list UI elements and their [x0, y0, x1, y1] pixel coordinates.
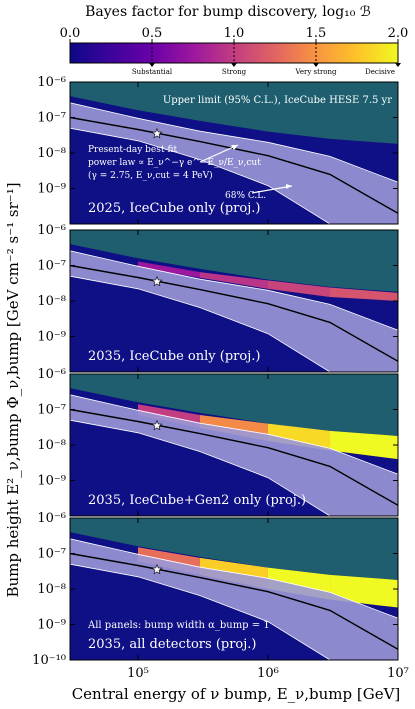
panel-annotation: (γ = 2.75, E_ν,cut = 4 PeV) [88, 170, 213, 181]
y-tick-label: 10⁻⁹ [37, 330, 66, 345]
y-tick-label: 10⁻⁸ [37, 146, 66, 161]
best-fit-point-star [151, 563, 163, 575]
ci68-band [70, 102, 398, 224]
panel-annotation: 68% C.L. [225, 191, 266, 201]
best-fit-line [70, 552, 398, 650]
colorbar-category-marker [149, 63, 155, 67]
colorbar-tick-label: 1.5 [306, 26, 327, 41]
y-tick-label: 10⁻⁷ [37, 403, 66, 418]
bayes-region-segment [137, 261, 201, 278]
bayes-region-segment [267, 423, 331, 451]
panel-annotation: Upper limit (95% C.L.), IceCube HESE 7.5… [163, 95, 392, 106]
best-fit-point-star [151, 127, 163, 139]
y-tick-label: 10⁻⁹ [37, 474, 66, 489]
colorbar-tick-label: 1.0 [224, 26, 245, 41]
panel-annotation: Present-day best-fit [88, 145, 178, 155]
x-tick-labels: 10⁵ 10⁶ 10⁷ [127, 666, 409, 681]
y-tick-label: 10⁻⁷ [37, 547, 66, 562]
colorbar-tick-label: 2.0 [388, 26, 409, 41]
colorbar-tick-label: 0.5 [142, 26, 163, 41]
panel-label: 2035, IceCube+Gen2 only (proj.) [88, 493, 306, 508]
colorbar-category-label: Strong [222, 68, 247, 76]
y-tick-label: 10⁻⁹ [37, 618, 66, 633]
x-tick-label: 10⁶ [257, 666, 279, 681]
panel-1: 10⁻⁶ 10⁻⁷ 10⁻⁸ 10⁻⁹ 2025, IceCube only (proj… [37, 75, 399, 225]
y-tick-label: 10⁻¹⁰ [32, 653, 66, 668]
y-tick-label: 10⁻⁶ [37, 367, 66, 382]
colorbar-category-marker [395, 63, 401, 67]
x-tick-label: 10⁷ [387, 666, 409, 681]
colorbar-category-label: Substantial [132, 68, 173, 76]
panel-plot-area [70, 82, 398, 224]
y-tick-label: 10⁻⁸ [37, 582, 66, 597]
panel-annotation: power law ∝ E_ν^−γ e^−E_ν/E_ν,cut [88, 158, 261, 168]
y-tick-label: 10⁻⁸ [37, 438, 66, 453]
panel-label: 2035, all detectors (proj.) [88, 637, 257, 652]
colorbar-ticks: 0.0 0.5 1.0 1.5 2.0 [60, 26, 409, 43]
annotation-arrow-ci68 [251, 185, 293, 194]
best-fit-point-star [151, 275, 163, 287]
colorbar-title: Bayes factor for bump discovery, log₁₀ ℬ [85, 4, 371, 20]
y-tick-label: 10⁻⁷ [37, 111, 66, 126]
ci68-band [70, 250, 398, 372]
bayes-region-segment [267, 280, 331, 297]
y-tick-label: 10⁻⁶ [37, 223, 66, 238]
panel-2: 10⁻⁶ 10⁻⁷ 10⁻⁸ 10⁻⁹ 2035, IceCube only (proj… [37, 223, 399, 373]
bayes-region-segment [330, 430, 398, 460]
y-axis-label: Bump height E²_ν,bump Φ_ν,bump [GeV cm⁻²… [4, 182, 22, 597]
bayes-region-segment [330, 287, 398, 301]
panel-3: 10⁻⁶ 10⁻⁷ 10⁻⁸ 10⁻⁹ 2035, IceCube+Gen2 only … [37, 367, 399, 517]
x-tick-label: 10⁵ [127, 666, 149, 681]
colorbar-category-marker [313, 63, 319, 67]
colorbar-category-marker [231, 63, 237, 67]
colorbar-tick-label: 0.0 [60, 26, 81, 41]
colorbar-categories: Substantial Strong Very strong Decisive [132, 43, 401, 76]
panel-plot-area [70, 230, 398, 372]
y-tick-label: 10⁻⁸ [37, 294, 66, 309]
panel-4: 10⁻⁶ 10⁻⁷ 10⁻⁸ 10⁻⁹ 10⁻¹⁰ 2035, all detectors… [32, 511, 399, 668]
panel-label: 2035, IceCube only (proj.) [88, 349, 260, 364]
best-fit-line [70, 264, 398, 362]
colorbar: Bayes factor for bump discovery, log₁₀ ℬ… [60, 4, 409, 76]
colorbar-category-label: Very strong [294, 68, 337, 76]
y-tick-label: 10⁻⁶ [37, 75, 66, 90]
y-tick-label: 10⁻⁷ [37, 259, 66, 274]
panel-annotation: All panels: bump width α_bump = 1 [87, 620, 270, 631]
annotation-arrowhead-bestfit [231, 145, 238, 150]
y-tick-label: 10⁻⁶ [37, 511, 66, 526]
annotation-arrowhead-ci68 [286, 184, 292, 189]
best-fit-point-star [151, 419, 163, 431]
annotation-arrow-bestfit [199, 144, 239, 163]
panel-plot-area [70, 518, 398, 660]
y-tick-label: 10⁻⁹ [37, 182, 66, 197]
bayes-region-segment [200, 272, 268, 289]
best-fit-line [70, 408, 398, 506]
colorbar-category-label: Decisive [365, 68, 395, 76]
ci68-band [70, 538, 398, 660]
panel-label: 2025, IceCube only (proj.) [88, 201, 260, 216]
x-axis-label: Central energy of ν bump, E_ν,bump [GeV] [72, 685, 401, 703]
panel-plot-area [70, 374, 398, 516]
panels: 10⁻⁶ 10⁻⁷ 10⁻⁸ 10⁻⁹ 2025, IceCube only (proj… [32, 75, 399, 668]
ci68-band [70, 394, 398, 516]
